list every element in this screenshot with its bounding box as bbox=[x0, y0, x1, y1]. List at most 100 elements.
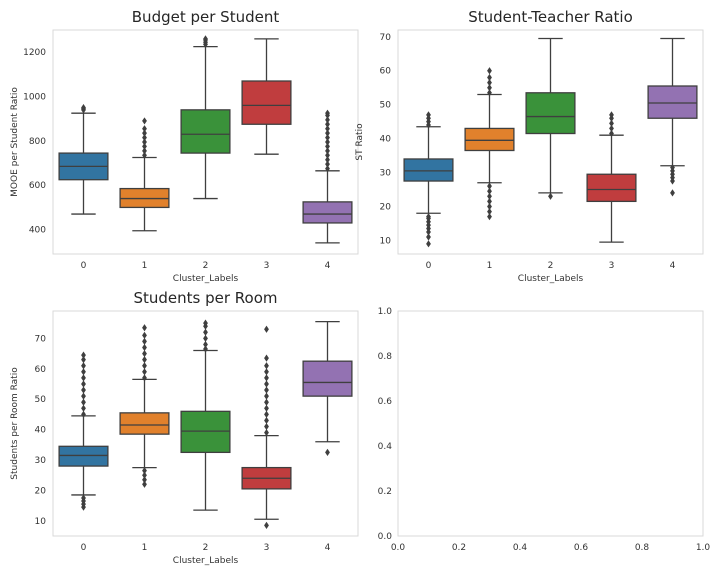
outlier-point bbox=[264, 354, 269, 362]
box-group-0 bbox=[58, 351, 109, 511]
outlier-point bbox=[142, 343, 147, 352]
outlier-point bbox=[142, 142, 147, 151]
outlier-point bbox=[325, 147, 330, 155]
box-group-3 bbox=[586, 111, 637, 243]
outlier-point bbox=[548, 192, 553, 200]
outlier-point bbox=[142, 356, 147, 364]
outlier-point bbox=[142, 331, 147, 339]
outlier-point bbox=[487, 89, 492, 97]
outlier-point bbox=[142, 125, 147, 133]
outlier-point bbox=[487, 213, 492, 221]
outlier-point bbox=[325, 138, 330, 146]
outlier-point bbox=[487, 202, 492, 211]
outlier-point bbox=[264, 429, 269, 437]
box-iqr bbox=[302, 360, 353, 397]
box-iqr bbox=[302, 201, 353, 224]
box-group-4 bbox=[647, 37, 698, 197]
x-tick-label: 0.6 bbox=[574, 543, 589, 553]
outlier-point bbox=[487, 84, 492, 92]
plot-frame bbox=[397, 310, 704, 537]
outlier-point bbox=[487, 197, 492, 205]
outlier-point bbox=[264, 398, 269, 406]
box-group-1 bbox=[119, 324, 170, 488]
outlier-point bbox=[264, 386, 269, 394]
outlier-point bbox=[609, 124, 614, 133]
box-group-2 bbox=[180, 35, 231, 200]
outlier-point bbox=[203, 345, 208, 353]
outlier-point bbox=[142, 324, 147, 332]
x-tick-label: 0.0 bbox=[391, 543, 406, 553]
outlier-point bbox=[142, 368, 147, 376]
x-tick-label: 0 bbox=[81, 543, 87, 553]
y-tick-label: 10 bbox=[35, 517, 47, 527]
y-tick-label: 70 bbox=[35, 334, 47, 344]
y-tick-label: 0.2 bbox=[378, 487, 392, 497]
outlier-point bbox=[487, 79, 492, 87]
x-tick-label: 0 bbox=[426, 261, 432, 271]
outlier-point bbox=[142, 467, 147, 475]
outlier-point bbox=[487, 192, 492, 200]
chart-title: Budget per Student bbox=[132, 8, 280, 26]
chart-panel-2: Students per Room Cluster_Labels Students … bbox=[10, 289, 359, 566]
x-tick-label: 0.2 bbox=[452, 543, 466, 553]
outlier-point bbox=[264, 380, 269, 388]
outlier-point bbox=[142, 129, 147, 137]
y-tick-label: 30 bbox=[380, 169, 392, 179]
y-tick-label: 20 bbox=[35, 486, 47, 496]
y-tick-label: 50 bbox=[380, 101, 392, 111]
box-group-4 bbox=[302, 109, 353, 244]
y-tick-label: 400 bbox=[29, 226, 46, 236]
outlier-point bbox=[325, 129, 330, 137]
box-iqr bbox=[180, 410, 231, 454]
y-tick-label: 40 bbox=[35, 426, 47, 436]
outlier-point bbox=[325, 120, 330, 128]
outlier-point bbox=[670, 189, 675, 197]
outlier-point bbox=[325, 125, 330, 133]
outlier-point bbox=[81, 494, 86, 502]
box-group-4 bbox=[302, 320, 353, 456]
outlier-point bbox=[81, 398, 86, 406]
box-group-0 bbox=[58, 104, 109, 215]
outlier-point bbox=[487, 73, 492, 82]
x-tick-label: 4 bbox=[325, 543, 331, 553]
box-iqr bbox=[180, 109, 231, 154]
outlier-point bbox=[487, 182, 492, 190]
outlier-point bbox=[264, 404, 269, 412]
outlier-point bbox=[670, 163, 675, 172]
outlier-point bbox=[264, 362, 269, 370]
outlier-point bbox=[81, 374, 86, 382]
y-axis-label: Students per Room Ratio bbox=[10, 367, 20, 480]
y-tick-label: 0.6 bbox=[378, 397, 393, 407]
outlier-point bbox=[81, 368, 86, 376]
box-group-1 bbox=[119, 117, 170, 232]
outlier-point bbox=[142, 147, 147, 155]
x-tick-label: 4 bbox=[670, 261, 676, 271]
chart-panel-0: Budget per Student Cluster_Labels MOOE per… bbox=[10, 8, 359, 284]
y-tick-label: 0.8 bbox=[378, 352, 393, 362]
chart-title: Student-Teacher Ratio bbox=[468, 8, 633, 26]
outlier-point bbox=[203, 35, 208, 43]
x-tick-label: 3 bbox=[264, 543, 270, 553]
x-tick-label: 1 bbox=[487, 261, 493, 271]
outlier-point bbox=[325, 133, 330, 142]
x-tick-label: 3 bbox=[609, 261, 615, 271]
outlier-point bbox=[142, 471, 147, 479]
outlier-point bbox=[609, 111, 614, 119]
outlier-point bbox=[203, 340, 208, 349]
x-tick-label: 0.4 bbox=[513, 543, 528, 553]
y-tick-label: 20 bbox=[380, 202, 392, 212]
outlier-point bbox=[142, 138, 147, 146]
x-tick-label: 1 bbox=[142, 261, 148, 271]
outlier-point bbox=[142, 151, 147, 159]
outlier-point bbox=[142, 349, 147, 358]
outlier-point bbox=[426, 233, 431, 241]
outlier-point bbox=[325, 109, 330, 117]
outlier-point bbox=[264, 325, 269, 333]
box-group-3 bbox=[241, 38, 292, 155]
outlier-point bbox=[142, 480, 147, 488]
y-tick-label: 70 bbox=[380, 33, 392, 43]
outlier-point bbox=[325, 156, 330, 164]
x-tick-label: 2 bbox=[203, 261, 209, 271]
outlier-point bbox=[81, 386, 86, 394]
